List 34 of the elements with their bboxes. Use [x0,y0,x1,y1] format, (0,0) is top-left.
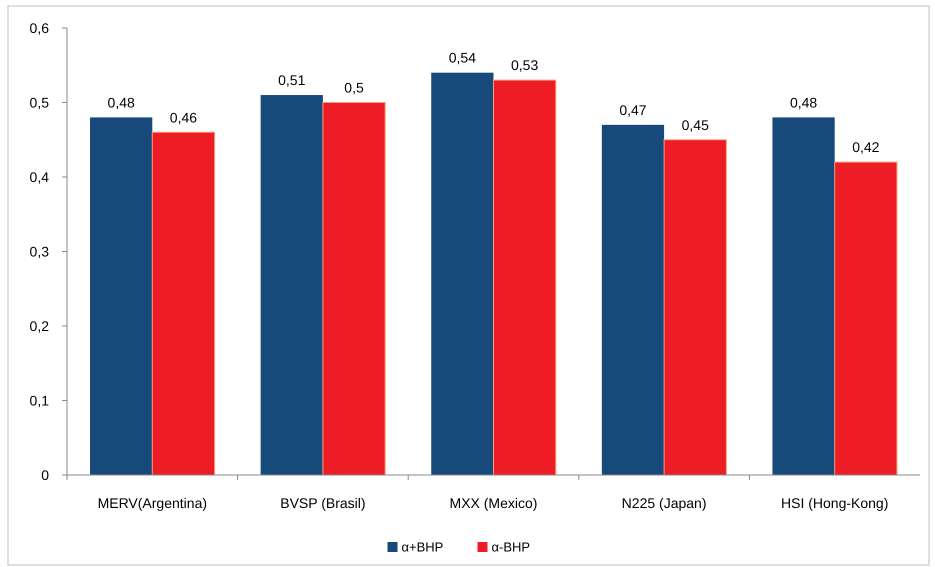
data-label: 0,47 [619,102,647,118]
data-label: 0,48 [790,94,818,110]
data-label: 0,48 [108,94,135,110]
x-tick-label: MXX (Mexico) [450,495,538,511]
data-label: 0,45 [682,116,710,133]
data-label: 0,42 [852,139,880,156]
x-tick-label: N225 (Japan) [622,495,707,511]
bar [152,132,216,476]
data-label: 0,5 [344,80,364,96]
bar [772,117,835,475]
y-tick-label: 0 [41,466,50,483]
data-label: 0,53 [511,57,538,74]
bar [322,102,386,476]
y-tick-label: 0,6 [30,20,50,36]
bar [90,117,152,475]
y-tick-label: 0,3 [30,243,50,260]
x-tick-label: BVSP (Brasil) [280,495,366,511]
legend-label: α+BHP [402,540,444,555]
y-tick-label: 0,2 [30,318,50,334]
bar [834,162,898,476]
data-label: 0,46 [170,109,198,126]
y-tick-label: 0,1 [30,392,50,408]
data-label: 0,54 [448,50,476,66]
y-tick-label: 0,4 [30,168,50,185]
bar [431,72,494,475]
x-tick-label: MERV(Argentina) [98,495,208,511]
bar [602,124,664,475]
y-tick-label: 0,5 [30,94,50,110]
bar [260,95,323,475]
bar [664,139,727,476]
x-tick-label: HSI (Hong-Kong) [781,495,888,511]
data-label: 0,51 [278,72,306,88]
bar [493,80,556,476]
legend-label: α-BHP [492,540,530,555]
